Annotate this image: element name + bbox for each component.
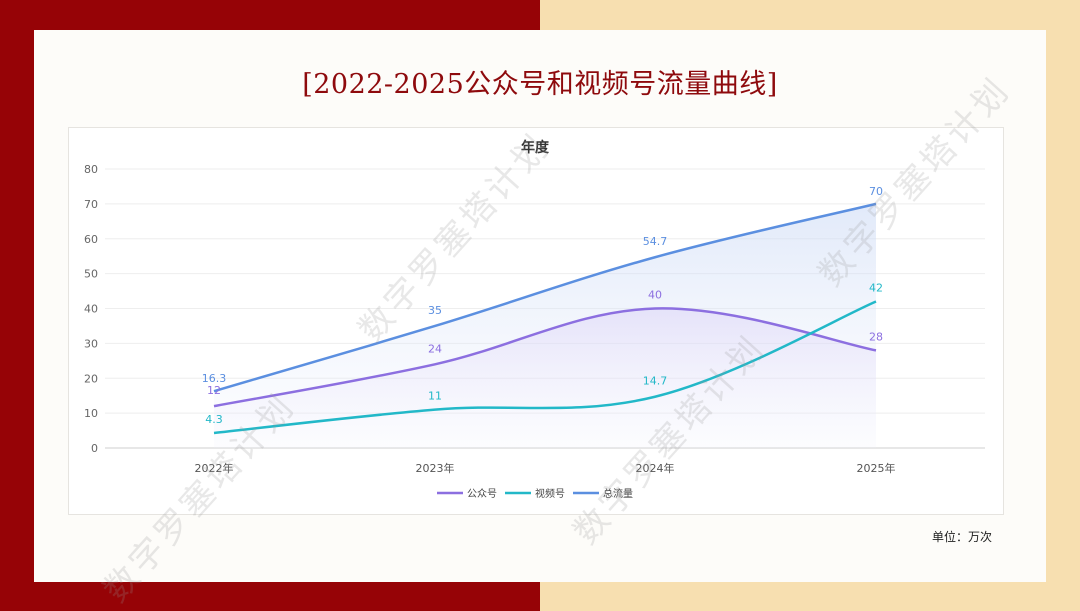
data-label: 11 <box>428 390 442 403</box>
data-label: 42 <box>869 282 883 295</box>
y-tick-label: 30 <box>84 337 98 350</box>
series-line <box>213 307 877 408</box>
public-account-area-fill <box>214 308 876 448</box>
x-tick-label: 2022年 <box>195 461 234 475</box>
y-tick-label: 70 <box>84 198 98 211</box>
data-label: 54.7 <box>643 235 668 248</box>
y-tick-label: 80 <box>84 163 98 176</box>
x-tick-label: 2024年 <box>636 461 675 475</box>
data-label: 14.7 <box>643 375 668 388</box>
y-tick-label: 20 <box>84 372 98 385</box>
data-label-layer: 12 24 40 28 4.3 11 14.7 42 16.3 35 54.7 70 <box>202 185 883 426</box>
x-tick-label: 2023年 <box>416 461 455 475</box>
series-line <box>213 300 877 435</box>
unit-label: 单位：万次 <box>931 530 992 544</box>
x-tick-label: 2025年 <box>857 461 896 475</box>
data-label: 40 <box>648 289 662 302</box>
y-tick-label: 60 <box>84 233 98 246</box>
data-label: 28 <box>869 330 883 343</box>
y-tick-label: 10 <box>84 407 98 420</box>
y-tick-label: 0 <box>91 442 98 455</box>
data-label: 24 <box>428 342 442 355</box>
line-layer <box>213 202 877 435</box>
series-line <box>213 202 877 393</box>
data-label: 4.3 <box>205 413 223 426</box>
y-tick-label: 50 <box>84 268 98 281</box>
data-label: 16.3 <box>202 372 227 385</box>
area-layer <box>214 203 876 448</box>
legend-label: 公众号 <box>467 488 497 500</box>
chart-title: 年度 <box>521 139 550 156</box>
data-label: 35 <box>428 304 442 317</box>
legend-label: 总流量 <box>603 487 633 500</box>
data-label: 12 <box>207 384 221 397</box>
data-label: 70 <box>869 185 883 198</box>
page-title: [2022-2025公众号和视频号流量曲线] <box>302 69 778 100</box>
legend: 公众号 视频号 总流量 <box>437 487 633 500</box>
y-tick-label: 40 <box>84 303 98 316</box>
legend-label: 视频号 <box>535 487 565 500</box>
